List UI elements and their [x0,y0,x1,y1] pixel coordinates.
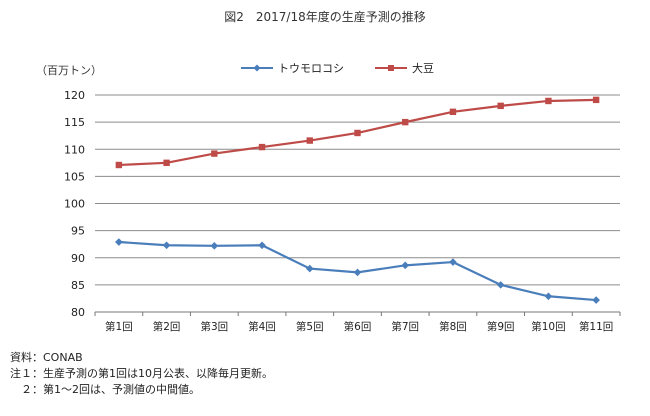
data-point [401,261,410,270]
data-point [210,242,219,250]
data-point [258,241,266,250]
y-tick-label: 85 [71,279,85,292]
data-point [305,264,314,273]
x-tick-label: 第10回 [531,320,565,333]
x-tick-label: 第7回 [391,320,419,333]
legend-corn-label: トウモロコシ [278,62,344,75]
data-point [306,137,313,144]
note-source: 資料：CONAB [10,351,83,364]
y-tick-label: 105 [64,170,85,183]
data-point [115,238,123,246]
data-point [115,161,123,169]
x-tick-label: 第4回 [248,320,276,333]
data-point [258,143,266,151]
y-tick-label: 115 [64,116,85,129]
y-tick-label: 90 [71,252,85,265]
legend-soybean-swatch [375,65,407,71]
data-point [545,97,552,105]
data-point [353,268,362,277]
data-point [497,102,504,110]
legend-item-soybean: 大豆 [374,60,434,76]
y-axis-unit-label: （百万トン） [36,64,102,77]
data-point [544,292,553,301]
data-point [402,118,409,126]
x-tick-label: 第3回 [200,320,228,333]
note-2: ２：第1～2回は、予測値の中間値。 [10,383,200,396]
data-point [211,150,218,157]
legend-corn-swatch [241,64,273,72]
legend-soybean-label: 大豆 [412,62,434,75]
note-1: 注１：生産予測の第1回は10月公表、以降毎月更新。 [10,367,273,380]
x-tick-label: 第6回 [344,320,372,333]
data-point [354,129,361,137]
y-tick-label: 110 [64,143,85,156]
x-tick-label: 第9回 [487,320,515,333]
data-point [592,296,600,304]
data-point [449,258,457,266]
y-tick-label: 95 [71,225,85,238]
legend-item-corn: トウモロコシ [240,60,344,76]
plot-area: 80 85 90 95 100 105 110 115 120 第1回 第2回 第3回 第4回 第5回 第6… [64,89,621,333]
x-tick-label: 第2回 [153,320,181,333]
y-tick-label: 100 [64,198,85,211]
chart-title: 図2 2017/18年度の生産予測の推移 [224,10,426,24]
data-point [163,159,170,167]
legend: トウモロコシ 大豆 [240,60,434,76]
y-tick-label: 80 [71,306,85,319]
x-tick-label: 第1回 [105,320,133,333]
x-tick-label: 第8回 [439,320,467,333]
data-point [162,241,171,250]
x-tick-label: 第5回 [296,320,324,333]
data-point [496,281,505,289]
source-notes: 資料：CONAB 注１：生産予測の第1回は10月公表、以降毎月更新。 ２：第1～… [10,350,273,398]
data-point [592,96,600,104]
data-point [449,108,457,116]
y-tick-label: 120 [64,89,85,102]
x-tick-label: 第11回 [579,320,613,333]
